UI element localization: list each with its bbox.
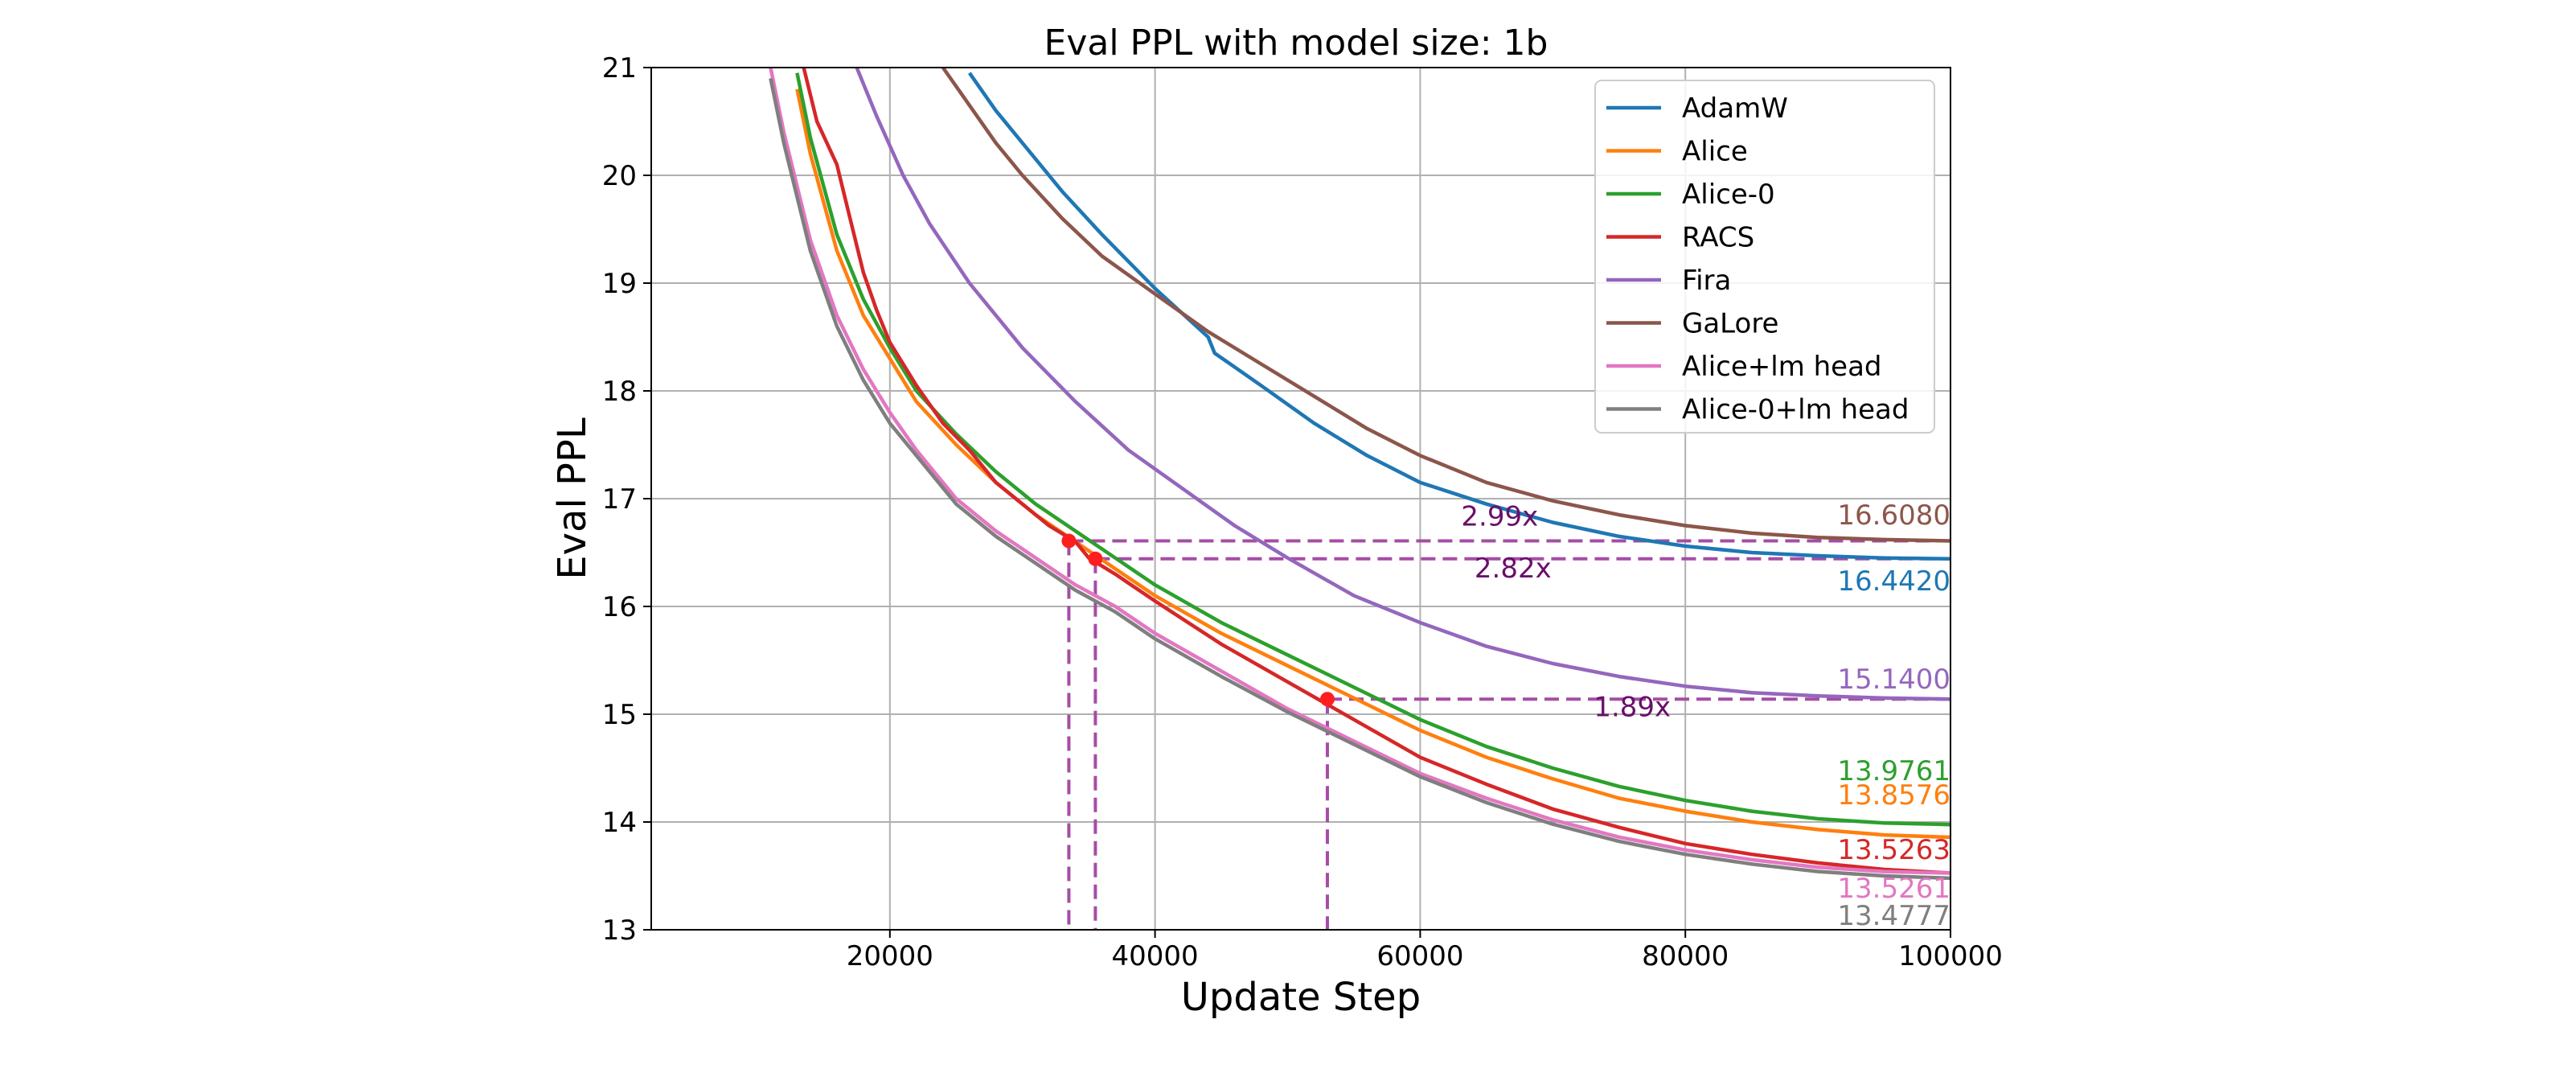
y-tick-label: 21 — [602, 52, 637, 84]
annotation-markers — [1061, 533, 1335, 707]
final-value-label: 13.5261 — [1837, 873, 1950, 905]
y-axis-label: Eval PPL — [550, 417, 595, 580]
legend-label: Alice+lm head — [1682, 351, 1882, 383]
series-line-alice-0 — [795, 72, 1950, 827]
y-tick-label: 15 — [602, 699, 637, 731]
x-tick-label: 100000 — [1898, 940, 2003, 972]
y-tick-label: 18 — [602, 376, 637, 408]
series-lines — [769, 68, 1950, 881]
series-line-adamw — [967, 72, 1950, 561]
y-tick-label: 19 — [602, 268, 637, 300]
legend-label: AdamW — [1682, 92, 1788, 125]
speedup-label: 2.99x — [1461, 501, 1538, 533]
speedup-label: 2.82x — [1475, 553, 1552, 585]
final-value-label: 15.1400 — [1837, 664, 1950, 696]
y-tick-label: 16 — [602, 591, 637, 623]
speedup-labels: 2.99x 2.82x 1.89x — [1461, 501, 1671, 724]
legend-label: Alice — [1682, 136, 1748, 168]
speedup-point-marker — [1061, 533, 1077, 549]
final-value-label: 13.8576 — [1837, 779, 1950, 812]
series-line-galore — [941, 68, 1950, 543]
x-tick-label: 80000 — [1642, 940, 1729, 972]
legend-label: RACS — [1682, 222, 1754, 254]
final-value-label: 13.9761 — [1837, 755, 1950, 787]
x-tick-label: 20000 — [847, 940, 933, 972]
final-value-label: 16.4420 — [1837, 565, 1950, 598]
final-value-label: 13.5263 — [1837, 834, 1950, 866]
legend: AdamW Alice Alice-0 RACS Fira GaLore Alice+lm … — [1594, 80, 1935, 434]
series-line-fira — [855, 68, 1950, 701]
x-axis-label: Update Step — [1181, 975, 1421, 1020]
final-value-label: 16.6080 — [1837, 499, 1950, 532]
legend-box — [1594, 80, 1935, 434]
speedup-point-marker — [1088, 551, 1103, 566]
y-tick-label: 13 — [602, 914, 637, 947]
series-line-alice-0-lm-head — [769, 77, 1950, 881]
legend-label: Alice-0+lm head — [1682, 394, 1909, 426]
legend-label: Fira — [1682, 265, 1731, 297]
x-tick-label: 60000 — [1376, 940, 1463, 972]
final-value-label: 13.4777 — [1837, 900, 1950, 932]
speedup-point-marker — [1319, 692, 1335, 707]
series-line-alice — [795, 88, 1950, 840]
annotation-lines — [1067, 539, 1950, 930]
chart-title: Eval PPL with model size: 1b — [1044, 23, 1548, 64]
y-tick-label: 14 — [602, 807, 637, 839]
legend-label: Alice-0 — [1682, 179, 1775, 211]
x-tick-label: 40000 — [1112, 940, 1199, 972]
speedup-label: 1.89x — [1594, 692, 1671, 724]
legend-label: GaLore — [1682, 308, 1778, 340]
series-line-alice-lm-head — [769, 68, 1950, 875]
y-tick-label: 20 — [602, 160, 637, 192]
axis-ticks: 20000 40000 60000 80000 100000 13 14 15 16 17 18 19… — [602, 52, 2003, 972]
y-tick-label: 17 — [602, 483, 637, 516]
